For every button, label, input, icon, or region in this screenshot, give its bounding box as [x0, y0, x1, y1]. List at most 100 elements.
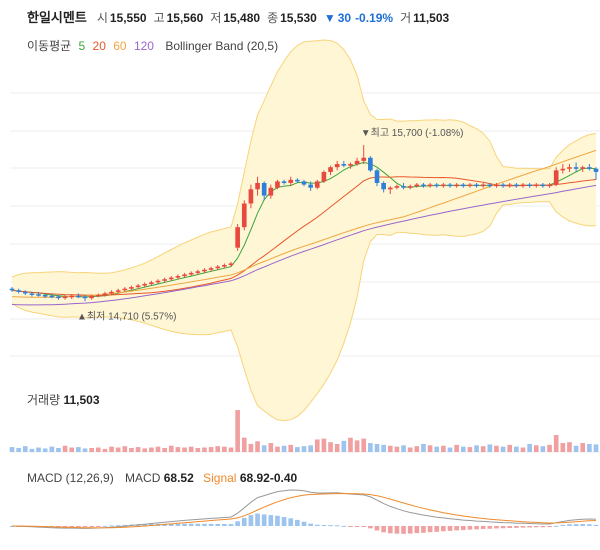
- candle: [487, 184, 493, 187]
- macd-histogram-bar: [593, 524, 599, 526]
- macd-histogram-bar: [288, 518, 294, 526]
- candle: [36, 294, 41, 296]
- ma-20-label[interactable]: 20: [92, 39, 106, 53]
- macd-histogram-bar: [407, 526, 413, 534]
- volume-bar: [215, 446, 221, 452]
- candle: [241, 203, 247, 228]
- candle: [407, 186, 413, 188]
- candle: [441, 184, 446, 187]
- macd-histogram-bar: [76, 526, 81, 527]
- volume-bar: [348, 437, 353, 452]
- bollinger-lower-line: [11, 201, 597, 422]
- candle: [334, 164, 340, 168]
- macd-histogram-bar: [122, 524, 128, 526]
- candle: [314, 181, 320, 188]
- candle: [387, 187, 393, 190]
- macd-histogram-bar: [474, 526, 479, 530]
- volume-bar: [361, 438, 367, 452]
- volume-bar: [414, 446, 420, 452]
- bollinger-label[interactable]: Bollinger Band (20,5): [165, 39, 279, 53]
- macd-histogram-bar: [494, 526, 499, 529]
- macd-histogram-bar: [587, 524, 592, 526]
- candle: [109, 291, 114, 294]
- macd-histogram-bar: [341, 525, 347, 527]
- macd-histogram-bar: [62, 526, 68, 527]
- candle: [42, 295, 48, 297]
- volume-bar: [374, 443, 380, 452]
- macd-histogram-bar: [215, 523, 221, 526]
- volume-bar: [540, 446, 546, 452]
- bollinger-upper-line: [11, 39, 597, 278]
- open-label: 시: [96, 11, 108, 25]
- volume-bar: [222, 446, 227, 452]
- low-label: 저: [210, 11, 222, 25]
- volume-bar: [520, 447, 526, 452]
- close-label: 종: [267, 11, 279, 25]
- candle: [553, 170, 559, 185]
- volume-bar: [248, 443, 254, 452]
- ma-5-label[interactable]: 5: [78, 39, 86, 53]
- volume-bar: [533, 445, 539, 452]
- candle: [480, 184, 486, 187]
- macd-title: MACD: [125, 471, 161, 485]
- candle: [228, 263, 234, 266]
- volume-bar: [447, 447, 453, 452]
- volume-bar: [56, 447, 61, 452]
- candle: [533, 184, 539, 187]
- macd-histogram-bar: [401, 526, 406, 534]
- volume-bar: [228, 447, 234, 452]
- macd-histogram-bar: [69, 526, 75, 527]
- candle: [162, 279, 167, 281]
- volume-bar: [188, 446, 194, 452]
- volume-bar: [573, 445, 579, 452]
- volume-bar: [149, 447, 154, 452]
- macd-histogram-bar: [228, 524, 234, 526]
- macd-histogram-bar: [281, 517, 287, 526]
- volume-bar: [480, 446, 486, 452]
- candle: [182, 274, 187, 277]
- candle: [281, 181, 287, 183]
- ma-120-label[interactable]: 120: [133, 39, 154, 53]
- volume-bar: [182, 447, 187, 452]
- volume-bar: [381, 444, 386, 452]
- volume-bar: [527, 443, 532, 452]
- candle: [195, 271, 201, 273]
- volume-bar: [195, 447, 201, 452]
- candle: [540, 184, 546, 187]
- macd-legend: MACD (12,26,9) MACD 68.52 Signal 68.92-0…: [27, 471, 297, 485]
- macd-histogram-bar: [321, 525, 327, 527]
- volume-bar: [129, 447, 134, 452]
- volume-bar: [42, 448, 48, 452]
- volume-bar: [261, 445, 267, 452]
- macd-histogram-bar: [162, 523, 167, 526]
- macd-histogram-bar: [514, 526, 519, 528]
- low-annotation: ▲최저 14,710 (5.57%): [77, 310, 176, 322]
- candle: [295, 179, 300, 182]
- macd-histogram-bar: [261, 514, 267, 526]
- candle: [394, 186, 400, 188]
- volume-bar: [16, 447, 21, 452]
- candle: [507, 184, 513, 187]
- volume-bar: [301, 446, 307, 452]
- candle: [235, 227, 240, 248]
- volume-bar: [334, 443, 340, 452]
- ma-60-line: [11, 149, 597, 298]
- candle: [454, 184, 459, 187]
- indicator-legend: 이동평균 5 20 60 120 Bollinger Band (20,5): [27, 37, 282, 54]
- macd-histogram-bar: [334, 525, 340, 527]
- candle: [321, 171, 327, 182]
- volume-bar: [427, 445, 433, 452]
- volume-bar: [314, 439, 320, 452]
- macd-histogram-bar: [447, 526, 453, 531]
- candle: [368, 157, 373, 171]
- volume-bar: [135, 447, 141, 452]
- ma-60-label[interactable]: 60: [113, 39, 127, 53]
- macd-histogram-bar: [195, 523, 201, 526]
- macd-histogram-bar: [314, 524, 320, 526]
- candle: [401, 186, 406, 188]
- candle: [175, 276, 181, 278]
- macd-histogram-bar: [208, 523, 214, 526]
- volume-bar: [354, 440, 360, 452]
- volume-bar: [474, 445, 479, 452]
